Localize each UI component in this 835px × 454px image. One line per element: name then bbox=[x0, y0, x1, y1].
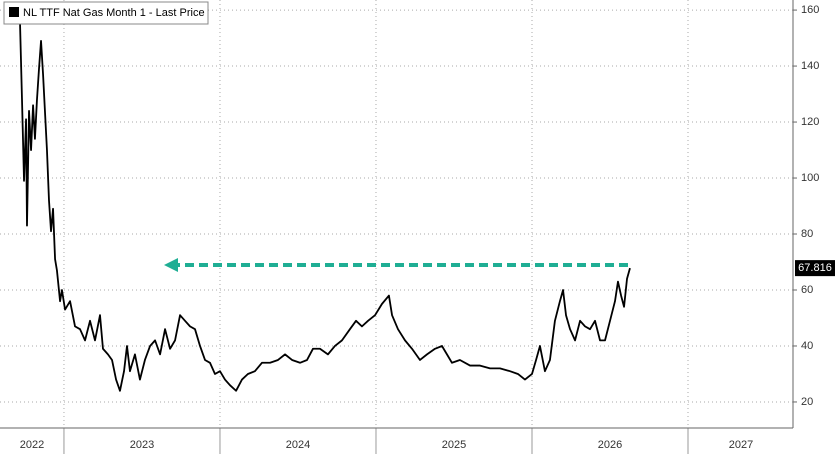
legend-label: NL TTF Nat Gas Month 1 - Last Price bbox=[23, 7, 205, 19]
y-tick-label: 40 bbox=[801, 340, 813, 352]
x-tick-label: 2027 bbox=[729, 439, 753, 451]
annotation-arrow bbox=[164, 258, 628, 272]
last-value-tag bbox=[795, 260, 835, 277]
y-tick-label: 20 bbox=[801, 396, 813, 408]
grid bbox=[0, 0, 793, 428]
price-line bbox=[19, 21, 631, 392]
x-tick-label: 2024 bbox=[286, 439, 310, 451]
legend: NL TTF Nat Gas Month 1 - Last Price bbox=[3, 1, 209, 25]
y-tick-label: 80 bbox=[801, 228, 813, 240]
x-tick-label: 2023 bbox=[130, 439, 154, 451]
y-tick-label: 160 bbox=[801, 4, 819, 16]
arrow-head bbox=[164, 258, 178, 272]
last-value-label: 67.816 bbox=[798, 262, 832, 274]
y-tick-label: 60 bbox=[801, 284, 813, 296]
y-tick-label: 140 bbox=[801, 60, 819, 72]
legend-swatch bbox=[9, 7, 19, 17]
x-tick-label: 2025 bbox=[442, 439, 466, 451]
x-tick-label: 2022 bbox=[20, 439, 44, 451]
plot bbox=[19, 21, 631, 392]
y-tick-label: 100 bbox=[801, 172, 819, 184]
y-tick-label: 120 bbox=[801, 116, 819, 128]
legend-box bbox=[3, 1, 209, 25]
x-tick-label: 2026 bbox=[598, 439, 622, 451]
